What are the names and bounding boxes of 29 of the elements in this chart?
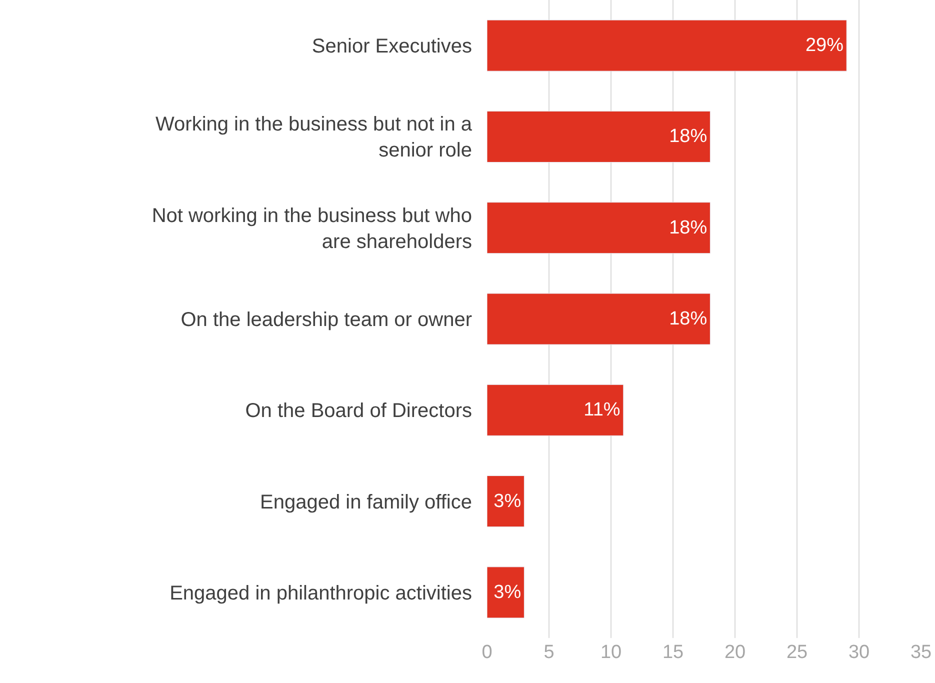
data-label: 18% bbox=[669, 126, 708, 148]
y-tick-label: Senior Executives bbox=[312, 36, 472, 58]
y-tick-label: On the leadership team or owner bbox=[180, 309, 472, 331]
y-tick-label: Engaged in family office bbox=[260, 491, 472, 514]
y-tick-label: On the Board of Directors bbox=[245, 400, 472, 422]
bar bbox=[487, 476, 524, 528]
data-label: 11% bbox=[584, 400, 620, 421]
data-label: 29% bbox=[805, 35, 844, 56]
x-tick-label: 35 bbox=[910, 642, 932, 663]
y-tick-label: Engaged in philanthropic activities bbox=[170, 582, 472, 604]
y-tick-label: Not working in the business but who are shareholders bbox=[152, 204, 472, 253]
bar bbox=[487, 293, 710, 345]
bar bbox=[487, 20, 847, 72]
bar bbox=[487, 566, 524, 618]
data-label: 3% bbox=[494, 582, 522, 603]
x-tick-label: 5 bbox=[544, 642, 554, 663]
x-tick-label: 0 bbox=[482, 642, 492, 663]
data-label: 18% bbox=[669, 217, 708, 238]
y-tick-label: Working in the business but not in a senior role bbox=[156, 114, 473, 162]
x-tick-label: 10 bbox=[600, 642, 622, 663]
x-tick-label: 30 bbox=[848, 642, 870, 663]
x-tick-label: 15 bbox=[662, 642, 684, 663]
data-label: 3% bbox=[494, 490, 522, 512]
bar bbox=[487, 110, 710, 162]
x-tick-label: 20 bbox=[724, 642, 746, 663]
data-label: 18% bbox=[669, 308, 708, 330]
bar bbox=[487, 202, 710, 254]
x-tick-label: 25 bbox=[786, 642, 808, 663]
bar bbox=[487, 384, 624, 436]
